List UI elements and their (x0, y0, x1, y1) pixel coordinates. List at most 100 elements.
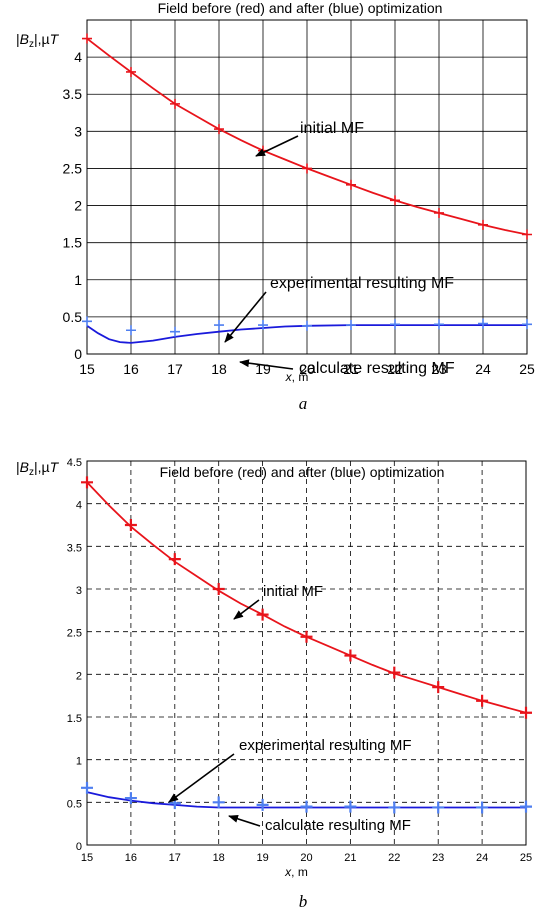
annotation-label: experimental resulting MF (270, 275, 454, 292)
data-point (344, 649, 357, 662)
data-point (390, 195, 400, 206)
x-tick-label: 25 (520, 852, 532, 864)
data-point (346, 320, 356, 331)
series-markers (81, 781, 532, 814)
x-tick-label: 22 (387, 361, 403, 377)
data-point (214, 124, 224, 135)
series-line (86, 791, 526, 809)
y-tick-label: 1 (76, 756, 82, 768)
data-point (522, 319, 532, 330)
data-point (300, 800, 313, 813)
x-tick-label: 23 (432, 852, 444, 864)
figure-caption: a (299, 394, 308, 413)
ylabel-suffix: |,µ (34, 459, 50, 475)
data-point (81, 781, 93, 794)
x-tick-label: 21 (343, 361, 359, 377)
data-point (522, 229, 532, 240)
series-markers (82, 316, 532, 337)
plot-frame (86, 19, 528, 355)
ylabel-prefix: | (16, 459, 20, 475)
data-point (82, 316, 92, 327)
data-point (302, 320, 312, 331)
x-tick-label: 21 (344, 852, 356, 864)
data-point (126, 66, 136, 77)
data-point (124, 519, 137, 531)
annotation-arrow (239, 359, 294, 370)
annotation-label: calculate resulting MF (299, 360, 455, 377)
data-point (81, 476, 93, 489)
y-tick-label: 3 (76, 585, 82, 597)
y-axis-label: |Bz|,µT (16, 31, 60, 50)
annotation-label: initial MF (263, 583, 323, 600)
ylabel-symbol: B (20, 31, 29, 47)
data-point (478, 318, 488, 329)
y-tick-label: 2.5 (67, 628, 82, 640)
data-point (214, 320, 224, 331)
chart-b: 15 16 17 18 19 20 21 22 23 24 25 0 0.5 1 1.5 2 2.5 3 3.5 4 4… (16, 457, 532, 911)
x-tick-label: 15 (81, 852, 93, 864)
x-tick-label: 24 (475, 361, 491, 377)
series-markers (81, 476, 532, 719)
data-point (476, 801, 489, 814)
y-tick-label: 1.5 (63, 235, 83, 251)
annotation-arrow (233, 599, 260, 620)
data-point (390, 319, 400, 330)
data-point (124, 792, 137, 805)
data-point (212, 796, 225, 809)
data-point (300, 630, 313, 643)
ylabel-suffix: |,µ (34, 31, 50, 47)
xlabel-var: x (285, 370, 293, 384)
figure-caption: b (299, 892, 308, 911)
annotation-label: initial MF (300, 120, 364, 137)
y-tick-label: 0 (76, 841, 82, 853)
xlabel-var: x (284, 865, 292, 879)
grid (86, 460, 527, 846)
data-point (388, 801, 401, 814)
grid (86, 20, 528, 355)
y-axis-label: |Bz|,µT (16, 459, 60, 478)
x-tick-label: 18 (211, 361, 227, 377)
data-point (346, 179, 356, 190)
xlabel-rest: , m (292, 370, 309, 384)
annotation-arrow (224, 291, 267, 343)
data-point (344, 800, 357, 813)
data-point (258, 320, 268, 331)
y-tick-label: 2.5 (63, 160, 83, 176)
annotation-label: experimental resulting MF (239, 737, 412, 754)
y-tick-label: 0.5 (67, 798, 82, 810)
ylabel-sub: z (29, 39, 34, 50)
data-point (256, 608, 269, 621)
x-axis-label: x, m (284, 865, 308, 879)
data-point (432, 681, 445, 694)
data-point (476, 694, 489, 707)
ylabel-sub: z (29, 467, 34, 478)
data-point (520, 800, 532, 813)
y-tick-label: 3.5 (67, 542, 82, 554)
x-tick-label: 19 (256, 852, 268, 864)
data-point (170, 98, 180, 109)
series-line (86, 324, 527, 344)
x-tick-label: 20 (300, 852, 312, 864)
chart-a: 15 16 17 18 19 20 21 22 23 24 25 0 0.5 1 1.5 2 2.5 3 3.5 4 F… (16, 0, 535, 413)
data-point (256, 798, 269, 811)
y-tick-label: 2 (74, 198, 82, 214)
data-point (520, 706, 532, 719)
x-tick-label: 22 (388, 852, 400, 864)
y-tick-label: 0 (74, 346, 82, 362)
x-tick-label: 25 (519, 361, 535, 377)
y-tick-label: 1 (74, 272, 82, 288)
y-tick-label: 4.5 (67, 457, 82, 469)
x-tick-label: 17 (167, 361, 183, 377)
y-tick-label: 4 (74, 49, 82, 65)
x-tick-label: 16 (125, 852, 137, 864)
x-tick-label: 15 (79, 361, 95, 377)
ylabel-prefix: | (16, 31, 20, 47)
x-tick-label: 17 (169, 852, 181, 864)
data-point (478, 219, 488, 230)
y-tick-label: 1.5 (67, 713, 82, 725)
x-tick-label: 19 (255, 361, 271, 377)
ylabel-symbol: B (20, 459, 29, 475)
annotation-arrow (255, 135, 299, 157)
x-tick-label: 18 (213, 852, 225, 864)
